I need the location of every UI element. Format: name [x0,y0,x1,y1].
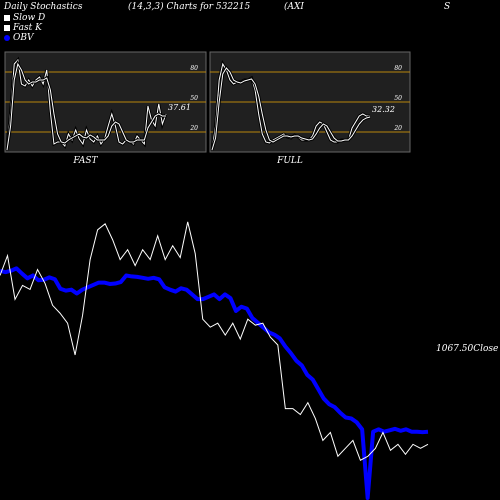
chart-header-symbol-suffix: S [444,2,451,12]
full-ytick-label: 50 [394,95,402,102]
full-last-value-label: 32.32 [372,105,395,114]
close-price-line [0,221,429,461]
chart-header-left: Daily Stochastics [4,2,83,12]
panel-fast: 80 50 20 37.61 FAST [4,51,207,166]
full-title: FULL [276,156,303,166]
full-ytick-label: 20 [393,125,402,132]
fast-ytick-label: 80 [190,65,198,72]
full-ytick-label: 80 [394,65,402,72]
last-close-label: 1067.50Close [436,344,498,354]
full-series-line-slow-d [211,67,371,151]
legend-slow-d: Slow D [4,13,45,23]
panel-full: 80 50 20 32.32 FULL [209,51,411,166]
main-price-obv-chart: 1067.50Close [0,221,498,500]
fast-title: FAST [72,156,98,166]
chart-header-symbol: (AXI [284,2,304,12]
legend-swatch-fast-k [4,25,10,31]
legend-label-slow-d: Slow D [13,13,46,23]
fast-last-value-label: 37.61 [168,103,191,112]
obv-line [0,266,429,500]
legend-swatch-slow-d [4,15,10,21]
legend-label-fast-k: Fast K [13,23,42,33]
legend-label-obv: OBV [13,33,34,43]
fast-ytick-label: 20 [189,125,198,132]
chart-header-params: (14,3,3) Charts for 532215 [128,2,251,12]
legend-fast-k: Fast K [4,23,42,33]
fast-series-line-slow-d [6,62,166,151]
legend-swatch-obv [4,35,10,41]
legend-obv: OBV [4,33,34,43]
fast-ytick-label: 50 [190,95,198,102]
